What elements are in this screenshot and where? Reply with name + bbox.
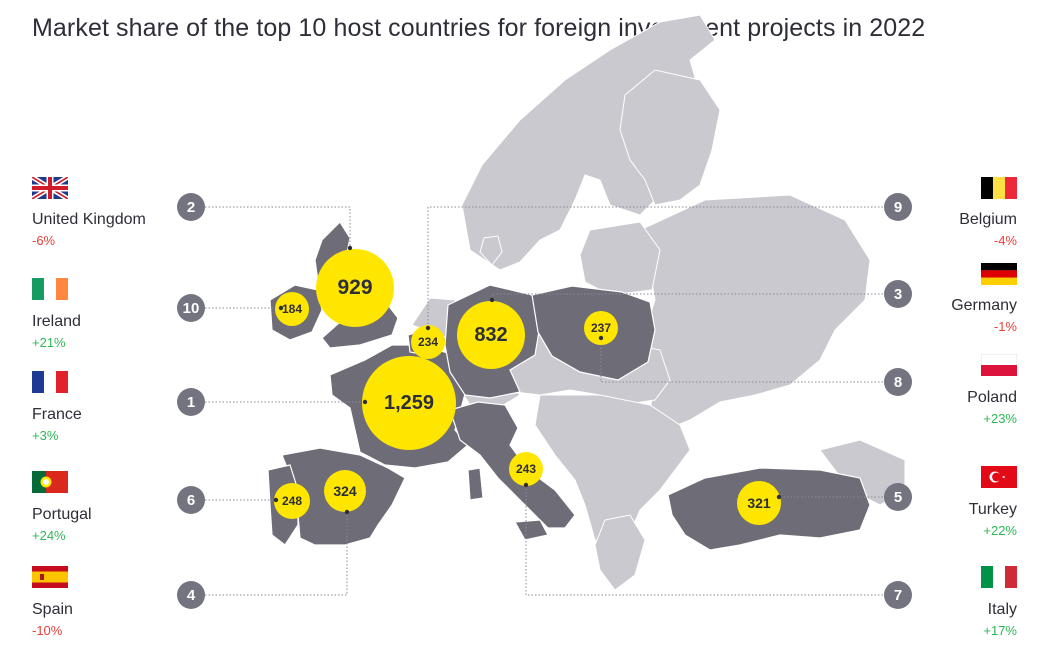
greece-shape — [594, 514, 646, 591]
rank-badge-turkey: 5 — [884, 483, 912, 511]
poland-flag-icon — [981, 354, 1017, 376]
rank-badge-belgium: 9 — [884, 193, 912, 221]
anchor-dot-italy — [523, 482, 529, 488]
rank-badge-uk: 2 — [177, 193, 205, 221]
denmark-shape — [479, 235, 503, 266]
change-poland: +23% — [983, 411, 1017, 426]
rank-badge-italy: 7 — [884, 581, 912, 609]
change-portugal: +24% — [32, 528, 66, 543]
connector-germany — [491, 293, 883, 300]
baltics-shape — [579, 221, 661, 296]
country-name-turkey: Turkey — [968, 501, 1017, 518]
portugal-flag-icon — [32, 471, 68, 493]
country-name-italy: Italy — [987, 601, 1017, 618]
connector-lines — [205, 206, 883, 596]
bubble-portugal: 248 — [274, 483, 310, 519]
anchor-dot-poland — [598, 335, 604, 341]
sardinia-shape — [467, 467, 484, 501]
bubble-france: 1,259 — [362, 356, 456, 450]
connector-spain — [205, 512, 348, 596]
bubble-germany: 832 — [457, 301, 525, 369]
country-name-poland: Poland — [967, 389, 1017, 406]
finland-shape — [619, 69, 721, 206]
anchor-dot-portugal — [273, 497, 279, 503]
anchor-dot-uk — [347, 245, 353, 251]
country-name-portugal: Portugal — [32, 506, 92, 523]
bubble-uk: 929 — [316, 249, 394, 327]
country-name-france: France — [32, 406, 82, 423]
rank-badge-portugal: 6 — [177, 486, 205, 514]
anchor-dot-turkey — [776, 494, 782, 500]
change-italy: +17% — [983, 623, 1017, 638]
anchor-dot-belgium — [425, 325, 431, 331]
ireland-flag-icon — [32, 278, 68, 300]
belgium-flag-icon — [981, 177, 1017, 199]
anchor-dot-spain — [344, 509, 350, 515]
bubble-belgium: 234 — [411, 325, 445, 359]
country-name-spain: Spain — [32, 601, 73, 618]
country-name-uk: United Kingdom — [32, 211, 146, 228]
chart-title: Market share of the top 10 host countrie… — [32, 14, 926, 42]
change-uk: -6% — [32, 233, 56, 248]
country-name-germany: Germany — [951, 297, 1017, 314]
turkey-flag-icon — [981, 466, 1017, 488]
anchor-dot-france — [362, 399, 368, 405]
sicily-shape — [514, 519, 549, 541]
country-name-ireland: Ireland — [32, 313, 81, 330]
change-belgium: -4% — [993, 233, 1017, 248]
country-name-belgium: Belgium — [959, 211, 1017, 228]
anchor-dot-ireland — [278, 305, 284, 311]
germany-flag-icon — [981, 263, 1017, 285]
rank-badge-germany: 3 — [884, 280, 912, 308]
rank-badge-poland: 8 — [884, 368, 912, 396]
spain-flag-icon — [32, 566, 68, 588]
change-turkey: +22% — [983, 523, 1017, 538]
connector-belgium — [427, 206, 883, 328]
france-flag-icon — [32, 371, 68, 393]
connector-uk — [205, 206, 351, 247]
anchor-dot-germany — [489, 297, 495, 303]
bubble-spain: 324 — [324, 470, 366, 512]
bubble-italy: 243 — [509, 452, 543, 486]
change-france: +3% — [32, 428, 59, 443]
connector-italy — [525, 485, 883, 596]
italy-flag-icon — [981, 566, 1017, 588]
bubble-poland: 237 — [584, 311, 618, 345]
change-ireland: +21% — [32, 335, 66, 350]
bubble-turkey: 321 — [737, 481, 781, 525]
rank-badge-ireland: 10 — [177, 294, 205, 322]
change-spain: -10% — [32, 623, 63, 638]
rank-badge-france: 1 — [177, 388, 205, 416]
rank-badge-spain: 4 — [177, 581, 205, 609]
united-kingdom-flag-icon — [32, 177, 68, 199]
change-germany: -1% — [993, 319, 1017, 334]
